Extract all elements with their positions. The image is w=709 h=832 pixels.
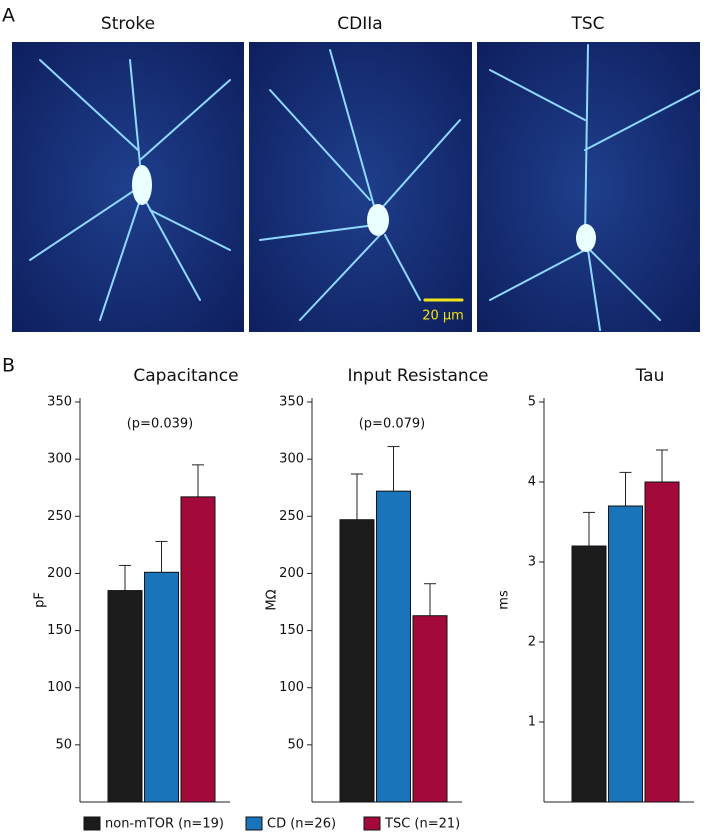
chart-title: Capacitance — [133, 366, 238, 386]
y-tick-label: 250 — [47, 509, 72, 524]
legend-label: non-mTOR (n=19) — [105, 817, 224, 832]
y-tick-label: 300 — [47, 452, 72, 467]
legend-swatch — [83, 816, 101, 831]
legend-swatch — [363, 816, 381, 831]
y-tick-label: 50 — [55, 737, 72, 752]
y-tick-label: 300 — [279, 452, 304, 467]
y-tick-label: 150 — [279, 623, 304, 638]
y-axis-label: MΩ — [265, 589, 280, 610]
y-tick-label: 200 — [47, 566, 72, 581]
legend-swatch — [245, 816, 263, 831]
y-tick-label: 100 — [279, 680, 304, 695]
y-tick-label: 150 — [47, 623, 72, 638]
y-tick-label: 250 — [279, 509, 304, 524]
image-label: Stroke — [101, 14, 155, 34]
y-tick-label: 50 — [287, 737, 304, 752]
bar — [144, 571, 179, 803]
bar — [339, 519, 375, 803]
panel-label: B — [2, 355, 15, 377]
y-axis-label: pF — [33, 592, 48, 608]
bar — [571, 545, 607, 803]
micrographs — [12, 42, 701, 332]
y-tick-label: 2 — [528, 635, 536, 650]
chart-title: Input Resistance — [347, 366, 488, 386]
legend-label: TSC (n=21) — [384, 817, 460, 832]
bar — [608, 505, 643, 803]
y-tick-label: 350 — [47, 395, 72, 410]
panel-label: A — [2, 5, 15, 27]
legend-label: CD (n=26) — [267, 817, 336, 832]
bar — [412, 615, 448, 803]
bar — [644, 481, 680, 803]
scale-bar-label: 20 µm — [422, 309, 464, 324]
y-tick-label: 5 — [528, 395, 536, 410]
y-tick-label: 100 — [47, 680, 72, 695]
image-label: CDIIa — [337, 14, 382, 34]
bar — [180, 496, 216, 803]
bar — [376, 490, 411, 803]
bar — [107, 590, 143, 803]
y-tick-label: 350 — [279, 395, 304, 410]
y-tick-label: 4 — [528, 475, 536, 490]
annotation: (p=0.039) — [127, 417, 194, 432]
y-tick-label: 3 — [528, 555, 536, 570]
annotation: (p=0.079) — [359, 417, 426, 432]
y-tick-label: 1 — [528, 715, 536, 730]
y-axis-label: ms — [497, 590, 512, 610]
image-label: TSC — [570, 14, 604, 34]
y-tick-label: 200 — [279, 566, 304, 581]
chart-title: Tau — [635, 366, 665, 386]
